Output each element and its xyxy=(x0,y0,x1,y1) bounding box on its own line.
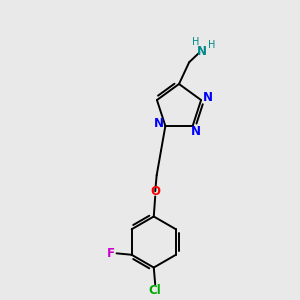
Text: O: O xyxy=(150,185,160,198)
Text: N: N xyxy=(154,117,164,130)
Text: F: F xyxy=(107,247,116,260)
Text: H: H xyxy=(208,40,215,50)
Text: N: N xyxy=(202,91,212,104)
Text: Cl: Cl xyxy=(149,284,162,297)
Text: H: H xyxy=(192,37,200,47)
Text: N: N xyxy=(190,125,201,138)
Text: N: N xyxy=(197,45,207,58)
